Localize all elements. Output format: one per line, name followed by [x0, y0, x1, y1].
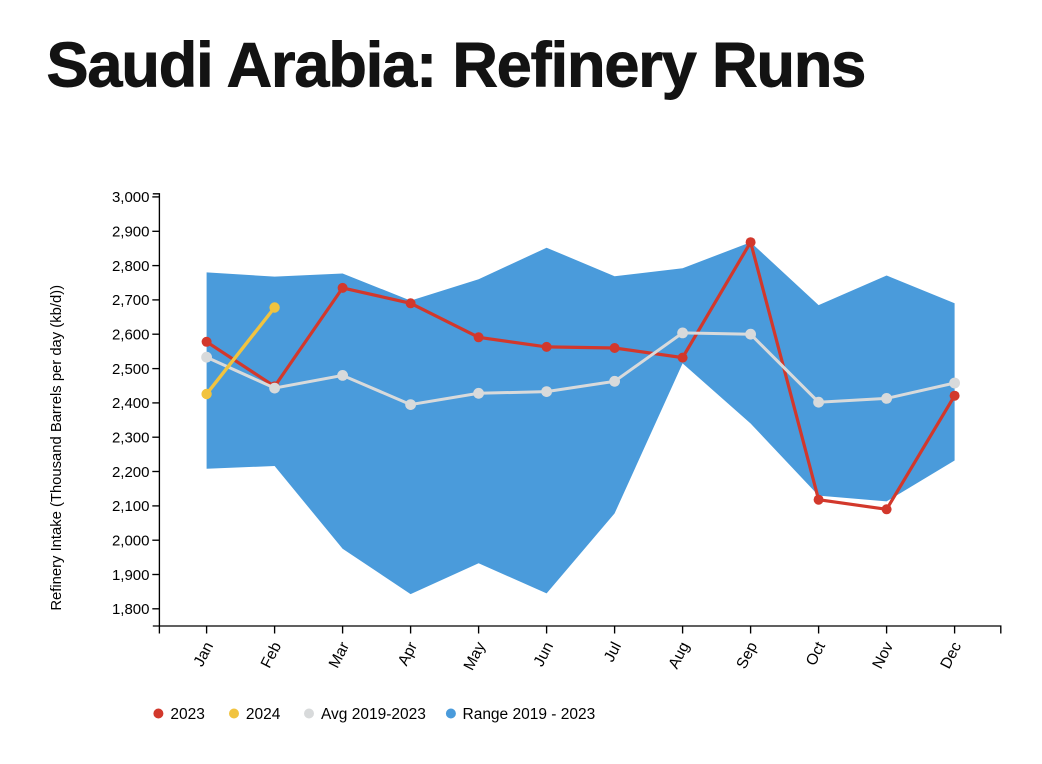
svg-text:2,300: 2,300: [112, 430, 150, 447]
svg-text:2,400: 2,400: [112, 395, 150, 412]
svg-text:Nov: Nov: [869, 639, 897, 672]
svg-text:2,500: 2,500: [112, 361, 150, 378]
svg-text:Oct: Oct: [803, 639, 829, 669]
svg-text:Aug: Aug: [665, 639, 693, 671]
svg-text:2023: 2023: [170, 706, 204, 723]
svg-text:Jun: Jun: [531, 639, 557, 669]
svg-text:Apr: Apr: [395, 639, 421, 668]
svg-text:2024: 2024: [246, 706, 281, 723]
svg-text:Range 2019 - 2023: Range 2019 - 2023: [463, 706, 596, 723]
svg-text:Jan: Jan: [191, 639, 217, 669]
svg-text:2,200: 2,200: [112, 464, 150, 481]
svg-text:Dec: Dec: [937, 639, 965, 672]
svg-text:2,000: 2,000: [112, 533, 150, 550]
svg-text:Refinery Intake (Thousand Barr: Refinery Intake (Thousand Barrels per da…: [49, 285, 65, 611]
svg-text:1,800: 1,800: [112, 601, 150, 618]
svg-text:2,900: 2,900: [112, 224, 150, 241]
svg-text:2,600: 2,600: [112, 327, 150, 344]
svg-text:Avg 2019-2023: Avg 2019-2023: [321, 706, 426, 723]
svg-text:May: May: [461, 639, 490, 673]
svg-text:1,900: 1,900: [112, 567, 150, 584]
svg-text:2,700: 2,700: [112, 292, 150, 309]
svg-text:2,100: 2,100: [112, 498, 150, 515]
svg-text:2,800: 2,800: [112, 258, 150, 275]
svg-text:Saudi Arabia: Refinery Runs: Saudi Arabia: Refinery Runs: [47, 31, 866, 101]
svg-text:Feb: Feb: [258, 639, 285, 671]
svg-text:3,000: 3,000: [112, 189, 150, 206]
svg-text:Mar: Mar: [326, 639, 353, 671]
svg-text:Jul: Jul: [601, 639, 625, 664]
svg-text:Sep: Sep: [733, 639, 761, 671]
